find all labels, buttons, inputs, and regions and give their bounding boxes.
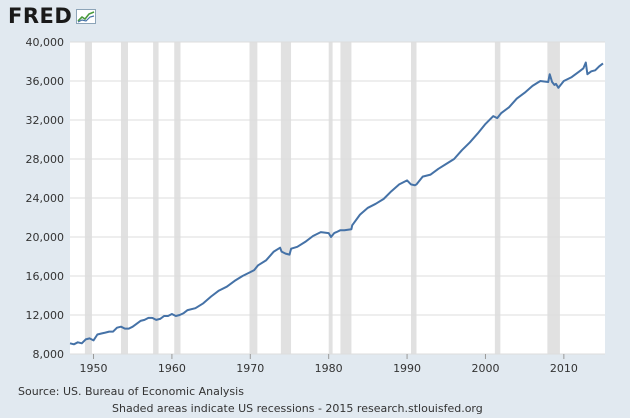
y-tick-label: 20,000 [26, 231, 65, 244]
y-tick-label: 8,000 [33, 348, 65, 361]
line-chart: 8,000 12,000 16,000 20,000 24,000 28,000 32,00… [26, 36, 605, 375]
y-axis-ticks: 8,000 12,000 16,000 20,000 24,000 28,000 32,00… [26, 36, 65, 361]
gridlines [70, 41, 605, 355]
y-tick-label: 28,000 [26, 153, 65, 166]
recession-note: Shaded areas indicate US recessions - 20… [112, 402, 483, 415]
fred-logo[interactable]: FRED [8, 4, 97, 28]
x-axis-ticks: 1950 1960 1970 1980 1990 2000 2010 [80, 354, 578, 375]
y-tick-label: 36,000 [26, 75, 65, 88]
y-tick-label: 32,000 [26, 114, 65, 127]
x-tick-label: 1990 [393, 362, 421, 375]
source-note: Source: US. Bureau of Economic Analysis [18, 385, 244, 398]
fred-wordmark: FRED [8, 4, 73, 28]
x-tick-label: 1970 [236, 362, 264, 375]
fred-graph-icon [76, 8, 97, 24]
x-tick-label: 2010 [550, 362, 578, 375]
y-tick-label: 16,000 [26, 270, 65, 283]
y-tick-label: 40,000 [26, 36, 65, 49]
y-tick-label: 12,000 [26, 309, 65, 322]
x-tick-label: 1950 [80, 362, 108, 375]
x-tick-label: 2000 [471, 362, 499, 375]
x-tick-label: 1980 [315, 362, 343, 375]
x-tick-label: 1960 [158, 362, 186, 375]
y-tick-label: 24,000 [26, 192, 65, 205]
series-line[interactable] [69, 61, 604, 346]
